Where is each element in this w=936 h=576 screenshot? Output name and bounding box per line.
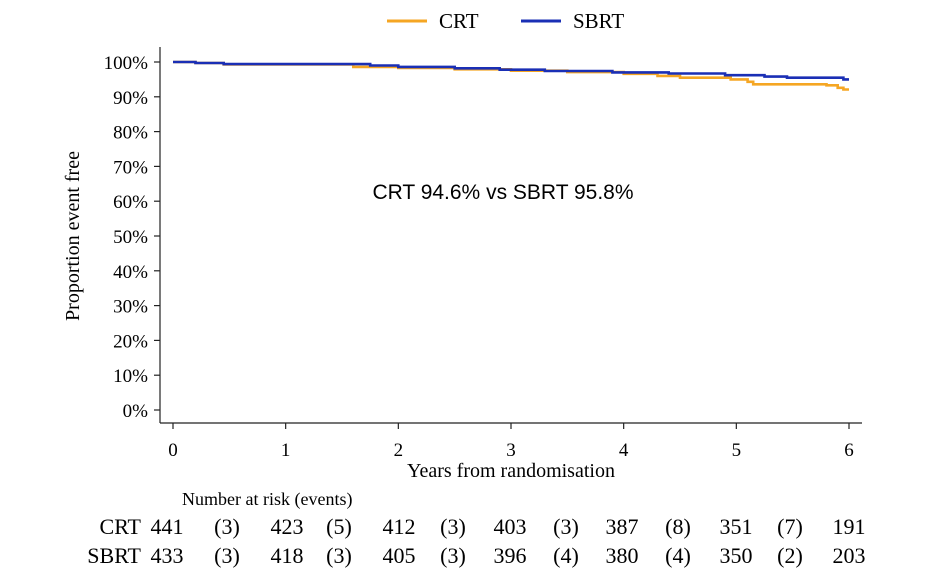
comparison-annotation: CRT 94.6% vs SBRT 95.8% xyxy=(372,181,633,204)
risk-cell: 441 xyxy=(151,514,184,539)
risk-cell: 203 xyxy=(833,543,866,568)
axes: 0% 10% 20% 30% 40% 50% 60% 70% 80% 90% 100% 0 1 2 3 4 5… xyxy=(104,47,862,461)
legend: CRT SBRT xyxy=(387,9,624,33)
risk-cell: 403 xyxy=(494,514,527,539)
x-tick-label: 6 xyxy=(844,440,854,461)
risk-cell: 387 xyxy=(606,514,639,539)
risk-cell: (4) xyxy=(553,543,579,568)
risk-cell: (3) xyxy=(214,543,240,568)
y-tick-label: 90% xyxy=(113,88,148,109)
risk-table-rows: CRT 441 (3) 423 (5) 412 (3) 403 (3) 387 (8) 351 (7) 1… xyxy=(87,514,865,568)
risk-cell: 350 xyxy=(720,543,753,568)
x-ticks: 0 1 2 3 4 5 6 xyxy=(168,423,854,461)
x-tick-label: 1 xyxy=(281,440,291,461)
risk-cell: 433 xyxy=(151,543,184,568)
risk-cell: (4) xyxy=(665,543,691,568)
legend-label-crt: CRT xyxy=(439,9,479,33)
y-tick-label: 70% xyxy=(113,157,148,178)
risk-cell: 412 xyxy=(383,514,416,539)
risk-table-title: Number at risk (events) xyxy=(182,489,352,510)
curves xyxy=(173,60,849,91)
risk-cell: (5) xyxy=(326,514,352,539)
y-tick-label: 50% xyxy=(113,227,148,248)
y-tick-label: 80% xyxy=(113,123,148,144)
risk-cell: (3) xyxy=(214,514,240,539)
risk-cell: 405 xyxy=(383,543,416,568)
x-tick-label: 4 xyxy=(619,440,629,461)
risk-cell: (3) xyxy=(326,543,352,568)
x-tick-label: 3 xyxy=(506,440,516,461)
risk-cell: 396 xyxy=(494,543,527,568)
y-tick-label: 40% xyxy=(113,262,148,283)
y-ticks: 0% 10% 20% 30% 40% 50% 60% 70% 80% 90% 100% xyxy=(104,53,160,422)
x-tick-label: 2 xyxy=(394,440,404,461)
y-tick-label: 100% xyxy=(104,53,149,74)
risk-cell: (3) xyxy=(440,543,466,568)
curve-crt xyxy=(173,60,849,91)
risk-cell: (3) xyxy=(440,514,466,539)
risk-table: Number at risk (events) CRT 441 (3) 423 (5) 4… xyxy=(87,489,865,568)
risk-cell: 418 xyxy=(271,543,304,568)
y-tick-label: 10% xyxy=(113,366,148,387)
risk-cell: 191 xyxy=(833,514,866,539)
risk-cell: (3) xyxy=(553,514,579,539)
risk-cell: (7) xyxy=(777,514,803,539)
y-tick-label: 60% xyxy=(113,192,148,213)
risk-cell: (8) xyxy=(665,514,691,539)
risk-cell: 351 xyxy=(720,514,753,539)
risk-cell: (2) xyxy=(777,543,803,568)
x-axis-title: Years from randomisation xyxy=(407,460,615,482)
risk-cell: 380 xyxy=(606,543,639,568)
curve-sbrt xyxy=(173,60,849,81)
x-tick-label: 0 xyxy=(168,440,178,461)
legend-label-sbrt: SBRT xyxy=(573,9,624,33)
risk-row-label: SBRT xyxy=(87,543,141,568)
risk-cell: 423 xyxy=(271,514,304,539)
risk-row-label: CRT xyxy=(100,514,142,539)
y-tick-label: 0% xyxy=(123,401,149,422)
y-axis-title: Proportion event free xyxy=(62,151,84,321)
y-tick-label: 30% xyxy=(113,297,148,318)
y-tick-label: 20% xyxy=(113,331,148,352)
x-tick-label: 5 xyxy=(732,440,742,461)
